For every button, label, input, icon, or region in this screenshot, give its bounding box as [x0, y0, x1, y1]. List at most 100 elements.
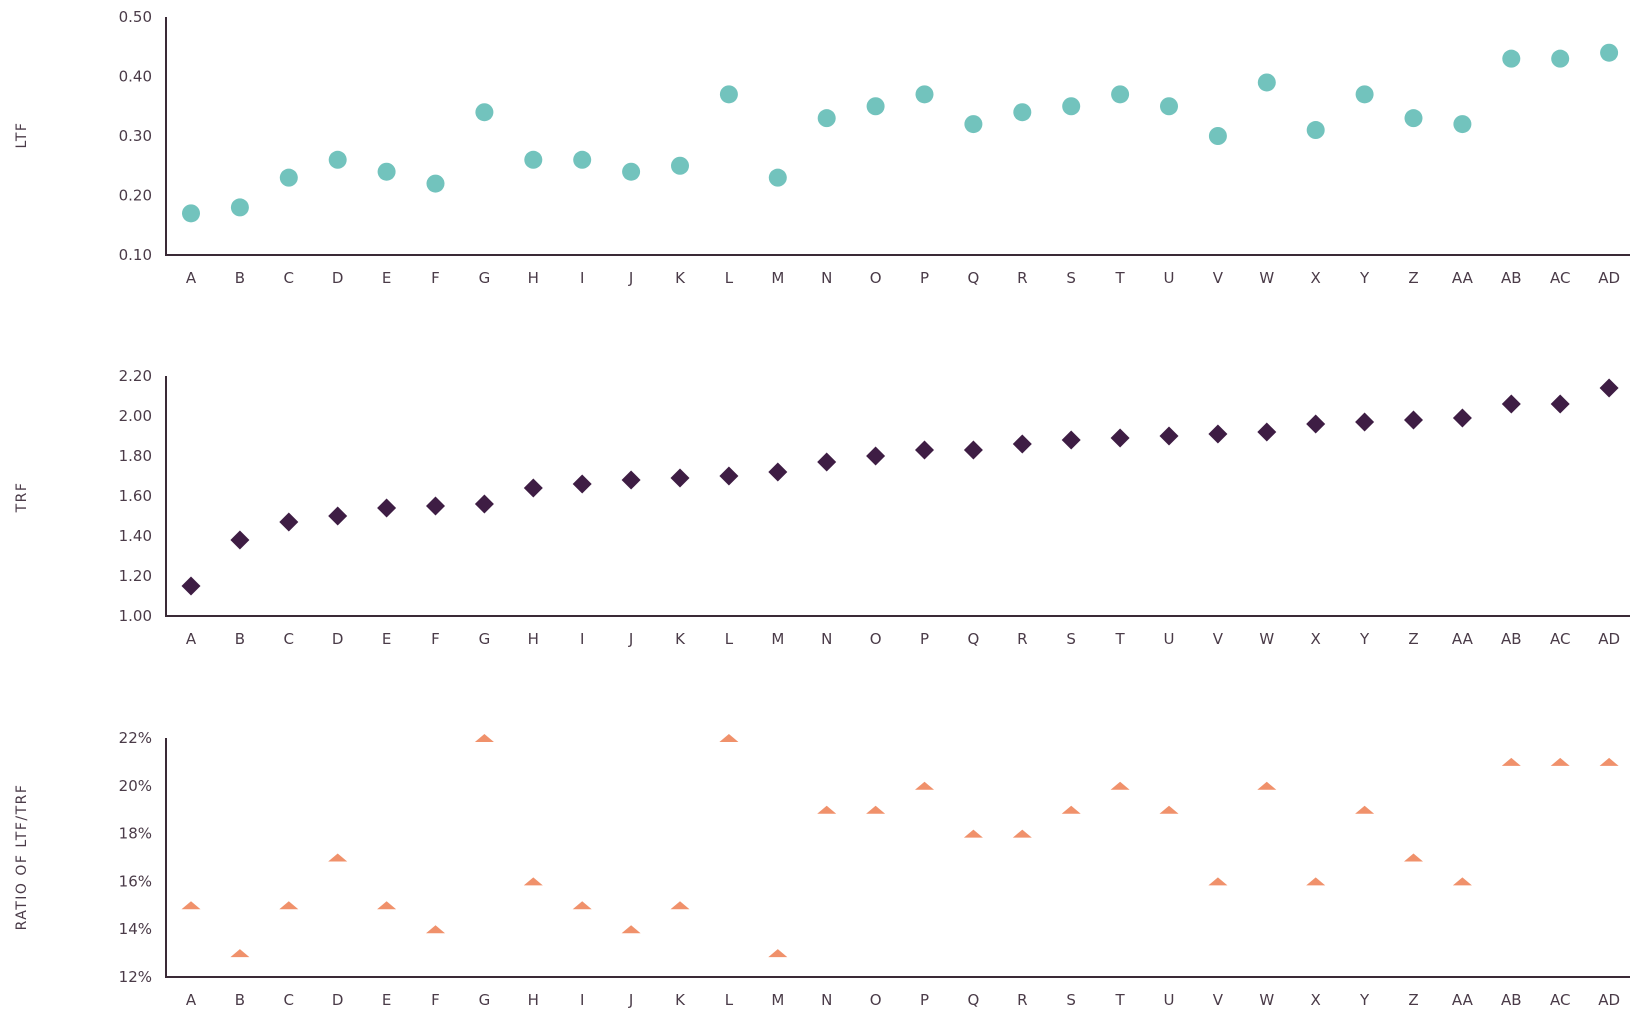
data-point-circle	[1355, 85, 1374, 104]
x-tick-label: L	[725, 630, 734, 648]
data-point-diamond	[1208, 424, 1228, 444]
x-tick-label: H	[528, 269, 539, 287]
y-tick-label: 1.40	[119, 527, 152, 545]
data-point-diamond	[1061, 430, 1081, 450]
x-tick-label: X	[1311, 630, 1321, 648]
data-point-circle	[573, 150, 592, 169]
x-tick-label: L	[725, 991, 734, 1009]
x-tick-label: AA	[1452, 269, 1474, 287]
x-tick-label: AB	[1501, 269, 1522, 287]
data-point-triangle	[1404, 853, 1423, 862]
data-point-triangle	[1355, 805, 1375, 814]
x-tick-label: Y	[1359, 991, 1370, 1009]
y-tick-label: 1.20	[119, 567, 152, 585]
y-tick-label: 2.20	[119, 367, 152, 385]
data-point-triangle	[572, 901, 592, 910]
data-point-triangle	[1061, 805, 1081, 814]
x-tick-label: H	[528, 630, 539, 648]
x-tick-label: R	[1017, 630, 1027, 648]
data-point-diamond	[523, 478, 543, 498]
data-point-circle	[182, 204, 200, 223]
data-point-triangle	[523, 877, 543, 886]
x-tick-label: U	[1164, 630, 1175, 648]
x-tick-label: Y	[1359, 269, 1370, 287]
data-point-triangle	[1452, 877, 1472, 886]
data-point-circle	[1257, 73, 1276, 92]
data-point-diamond	[1404, 410, 1423, 430]
x-tick-label: A	[186, 991, 197, 1009]
data-point-diamond	[621, 470, 641, 490]
data-point-triangle	[1501, 757, 1521, 766]
y-tick-label: 0.40	[119, 68, 152, 86]
x-tick-label: W	[1259, 630, 1274, 648]
x-tick-label: D	[332, 991, 344, 1009]
x-tick-label: O	[870, 269, 882, 287]
x-tick-label: C	[284, 991, 294, 1009]
data-point-circle	[1404, 109, 1423, 128]
data-point-diamond	[817, 452, 837, 472]
x-tick-label: L	[725, 269, 734, 287]
data-point-diamond	[426, 496, 445, 516]
x-tick-label: O	[870, 991, 882, 1009]
data-point-triangle	[279, 901, 299, 910]
x-tick-label: I	[580, 630, 584, 648]
data-point-diamond	[1012, 434, 1032, 454]
x-tick-label: B	[235, 630, 245, 648]
data-point-diamond	[866, 446, 886, 466]
data-point-triangle	[328, 853, 348, 862]
data-point-triangle	[768, 949, 788, 958]
x-tick-label: F	[431, 991, 440, 1009]
x-tick-label: H	[528, 991, 539, 1009]
data-point-circle	[768, 168, 787, 187]
data-point-diamond	[719, 466, 739, 486]
y-tick-label: 1.60	[119, 487, 152, 505]
data-point-circle	[964, 115, 983, 134]
data-point-triangle	[866, 805, 886, 814]
data-point-triangle	[915, 781, 934, 790]
data-point-triangle	[670, 901, 690, 910]
x-tick-label: J	[628, 269, 633, 287]
data-point-triangle	[230, 949, 250, 958]
data-point-triangle	[474, 734, 494, 742]
x-tick-label: Z	[1408, 269, 1418, 287]
x-tick-label: AC	[1550, 991, 1570, 1009]
data-point-circle	[1062, 97, 1081, 116]
x-tick-label: B	[235, 269, 245, 287]
x-tick-label: V	[1213, 991, 1224, 1009]
x-tick-label: G	[479, 991, 491, 1009]
data-point-diamond	[181, 576, 201, 596]
x-tick-label: AD	[1598, 991, 1620, 1009]
data-point-diamond	[963, 440, 983, 460]
x-tick-label: E	[382, 991, 391, 1009]
x-tick-label: T	[1115, 630, 1126, 648]
x-tick-label: K	[675, 991, 686, 1009]
data-point-diamond	[768, 462, 788, 482]
y-tick-label: 0.30	[119, 127, 152, 145]
data-point-diamond	[230, 530, 250, 550]
y-tick-label: 20%	[119, 777, 152, 795]
data-point-circle	[817, 109, 836, 128]
data-point-triangle	[1550, 757, 1570, 766]
x-tick-label: I	[580, 269, 584, 287]
data-point-circle	[328, 150, 347, 169]
x-tick-label: G	[479, 269, 491, 287]
x-tick-label: AC	[1550, 630, 1570, 648]
x-tick-label: T	[1115, 269, 1126, 287]
x-tick-label: Z	[1408, 991, 1418, 1009]
data-point-diamond	[1599, 378, 1619, 398]
data-point-circle	[866, 97, 885, 116]
data-point-circle	[1013, 103, 1032, 122]
data-point-triangle	[1012, 829, 1032, 838]
x-tick-label: M	[771, 269, 784, 287]
x-tick-label: P	[920, 630, 929, 648]
x-tick-label: F	[431, 269, 440, 287]
x-tick-label: V	[1213, 630, 1224, 648]
x-tick-label: M	[771, 991, 784, 1009]
data-point-diamond	[1110, 428, 1130, 448]
data-point-diamond	[1257, 422, 1277, 442]
x-tick-label: AA	[1452, 630, 1474, 648]
data-point-circle	[1160, 97, 1178, 116]
x-tick-label: U	[1164, 269, 1175, 287]
